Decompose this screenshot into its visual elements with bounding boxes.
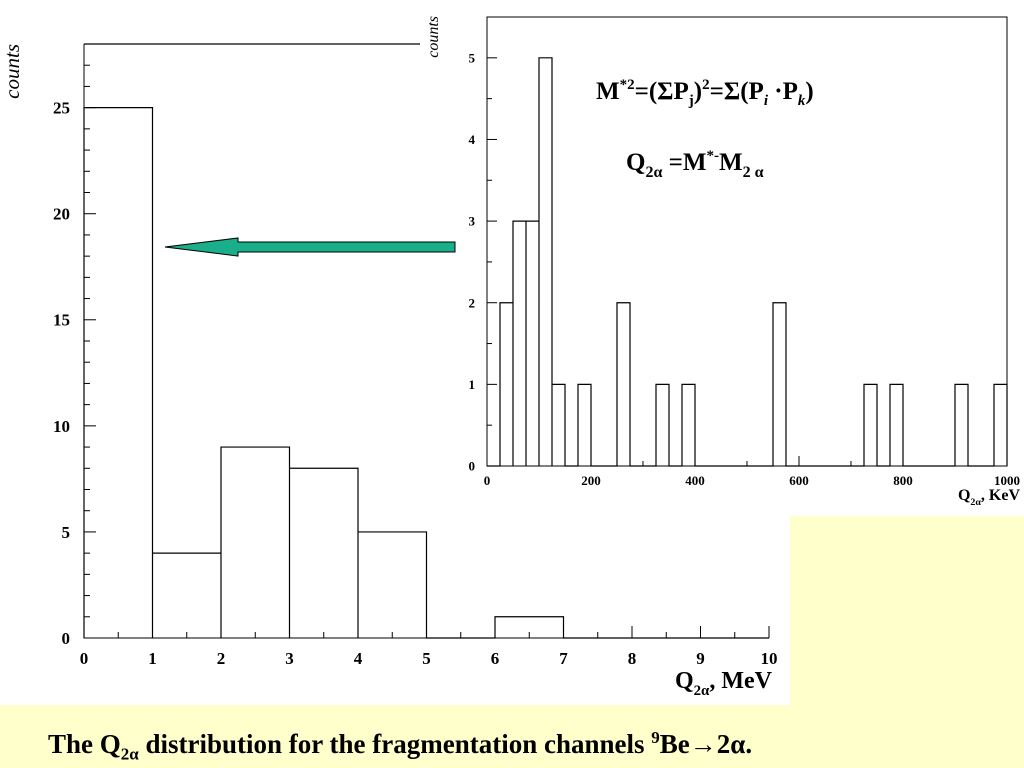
x-tick-label: 0 xyxy=(80,649,89,668)
x-tick-label: 200 xyxy=(581,473,601,488)
formula-invariant-mass: M*2=(ΣPj)2=Σ(Pi ·Pk) xyxy=(596,77,814,109)
figure-caption: The Q2α distribution for the fragmentati… xyxy=(48,728,753,764)
x-axis-label: Q2α, MeV xyxy=(675,668,773,699)
x-tick-label: 0 xyxy=(484,473,491,488)
y-tick-label: 15 xyxy=(53,311,70,330)
y-tick-label: 1 xyxy=(469,377,476,392)
x-tick-label: 8 xyxy=(628,649,637,668)
left-arrow-icon xyxy=(164,237,456,257)
y-tick-label: 5 xyxy=(469,50,476,65)
y-tick-label: 0 xyxy=(469,459,476,474)
y-tick-label: 2 xyxy=(469,295,476,310)
inset-histogram: 0 200 400 600 800 1000 0 1 2 3 4 5 counts Q2α, KeV xyxy=(425,16,1020,508)
x-tick-label: 9 xyxy=(696,649,705,668)
x-tick-label: 600 xyxy=(789,473,809,488)
inset-plot-panel xyxy=(420,0,1024,516)
y-tick-label: 3 xyxy=(469,214,476,229)
x-tick-label: 1 xyxy=(148,649,157,668)
x-tick-label: 4 xyxy=(354,649,363,668)
x-tick-label: 800 xyxy=(893,473,913,488)
x-tick-label: 6 xyxy=(491,649,500,668)
x-tick-label: 1000 xyxy=(994,473,1020,488)
x-tick-label: 10 xyxy=(761,649,778,668)
y-tick-label: 25 xyxy=(53,99,70,118)
y-axis-label: counts xyxy=(0,44,24,99)
y-tick-label: 5 xyxy=(62,523,71,542)
y-axis-label: counts xyxy=(425,16,442,58)
y-tick-label: 10 xyxy=(53,417,70,436)
y-tick-label: 4 xyxy=(469,132,476,147)
x-tick-label: 3 xyxy=(285,649,294,668)
y-tick-label: 20 xyxy=(53,205,70,224)
formula-q-value: Q2α =M*-M2 α xyxy=(626,148,764,181)
x-tick-label: 2 xyxy=(217,649,226,668)
x-tick-label: 5 xyxy=(422,649,431,668)
histogram-outline xyxy=(487,57,1008,467)
x-axis-label: Q2α, KeV xyxy=(958,487,1020,508)
histogram-outline xyxy=(83,107,769,639)
x-tick-label: 7 xyxy=(559,649,568,668)
y-tick-label: 0 xyxy=(62,629,71,648)
x-tick-label: 400 xyxy=(685,473,705,488)
